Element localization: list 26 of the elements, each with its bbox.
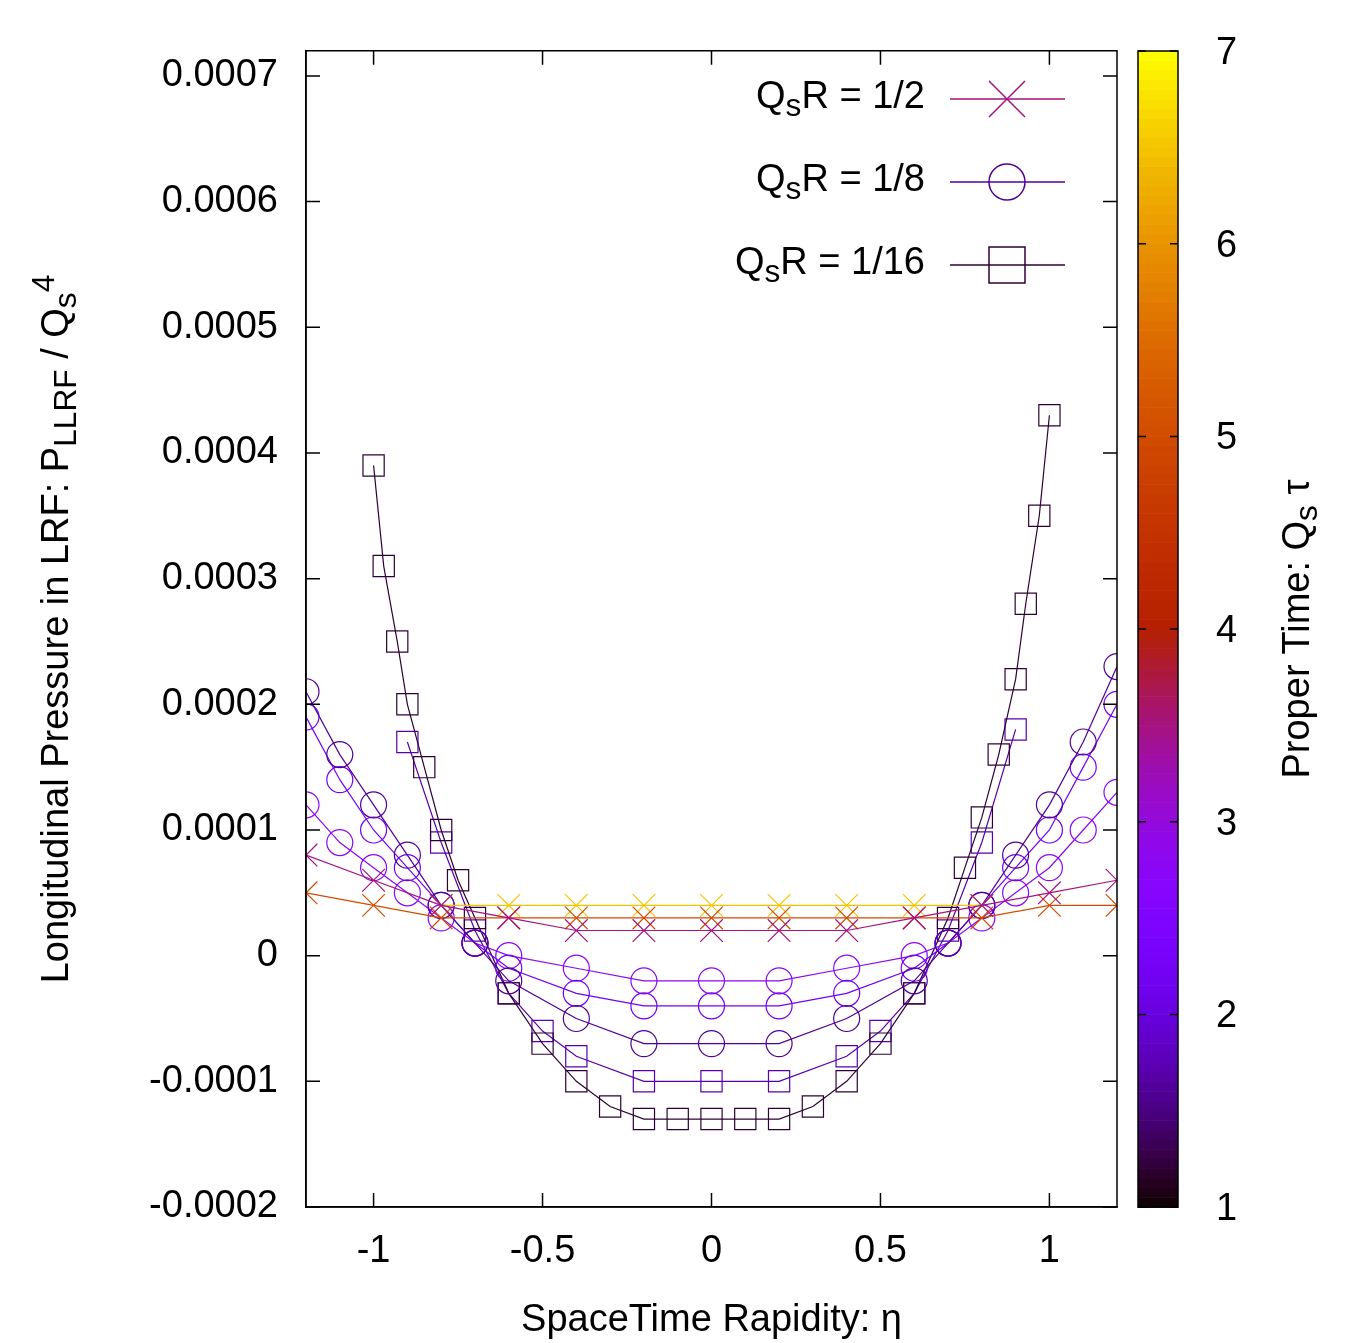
y-tick-label: 0 xyxy=(256,932,278,975)
color-bar-label: 3 xyxy=(1216,800,1238,843)
x-tick-label: 0.5 xyxy=(854,1228,907,1271)
color-bar-label: 7 xyxy=(1216,29,1238,72)
color-bar-label: 6 xyxy=(1216,222,1238,265)
y-tick-label: 0.0004 xyxy=(161,429,278,472)
legend-label: Q$_{s}$R = 1/2 xyxy=(756,73,925,124)
x-tick-label: -0.5 xyxy=(509,1228,576,1271)
y-tick-label: 0.0007 xyxy=(161,52,278,95)
y-tick-label: 0.0005 xyxy=(161,303,278,346)
x-tick-label: 1 xyxy=(1038,1228,1060,1271)
y-tick-label: 0.0006 xyxy=(161,178,278,221)
color-bar-label: 4 xyxy=(1216,607,1238,650)
y-tick-label: 0.0003 xyxy=(161,555,278,598)
legend-label: Q$_{s}$R = 1/16 xyxy=(734,239,925,290)
color-bar-label: 5 xyxy=(1216,415,1238,458)
y-tick-label: -0.0001 xyxy=(149,1057,278,1100)
color-bar-label: 2 xyxy=(1216,993,1238,1036)
x-axis-title: SpaceTime Rapidity: η xyxy=(521,1297,902,1339)
y-tick-label: 0.0002 xyxy=(161,680,278,723)
x-tick-label: 0 xyxy=(700,1228,723,1271)
y-tick-label: -0.0002 xyxy=(149,1183,278,1226)
color-bar-label: 1 xyxy=(1216,1186,1238,1228)
legend-label: Q$_{s}$R = 1/8 xyxy=(756,156,925,207)
x-tick-label: -1 xyxy=(356,1228,391,1271)
y-tick-label: 0.0001 xyxy=(161,806,278,849)
